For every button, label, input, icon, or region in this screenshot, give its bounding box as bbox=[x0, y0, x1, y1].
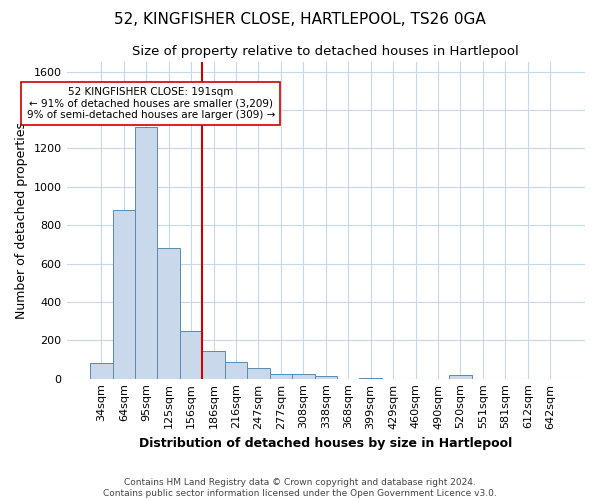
Bar bbox=[157, 248, 180, 378]
Text: 52 KINGFISHER CLOSE: 191sqm
← 91% of detached houses are smaller (3,209)
9% of s: 52 KINGFISHER CLOSE: 191sqm ← 91% of det… bbox=[26, 87, 275, 120]
Bar bbox=[292, 374, 314, 378]
Bar bbox=[225, 362, 247, 378]
Title: Size of property relative to detached houses in Hartlepool: Size of property relative to detached ho… bbox=[133, 45, 519, 58]
Text: 52, KINGFISHER CLOSE, HARTLEPOOL, TS26 0GA: 52, KINGFISHER CLOSE, HARTLEPOOL, TS26 0… bbox=[114, 12, 486, 28]
Bar bbox=[180, 330, 202, 378]
Bar bbox=[314, 376, 337, 378]
Bar bbox=[247, 368, 269, 378]
Bar bbox=[202, 351, 225, 378]
Y-axis label: Number of detached properties: Number of detached properties bbox=[15, 122, 28, 319]
X-axis label: Distribution of detached houses by size in Hartlepool: Distribution of detached houses by size … bbox=[139, 437, 512, 450]
Text: Contains HM Land Registry data © Crown copyright and database right 2024.
Contai: Contains HM Land Registry data © Crown c… bbox=[103, 478, 497, 498]
Bar bbox=[135, 127, 157, 378]
Bar bbox=[449, 375, 472, 378]
Bar bbox=[90, 364, 113, 378]
Bar bbox=[269, 374, 292, 378]
Bar bbox=[113, 210, 135, 378]
